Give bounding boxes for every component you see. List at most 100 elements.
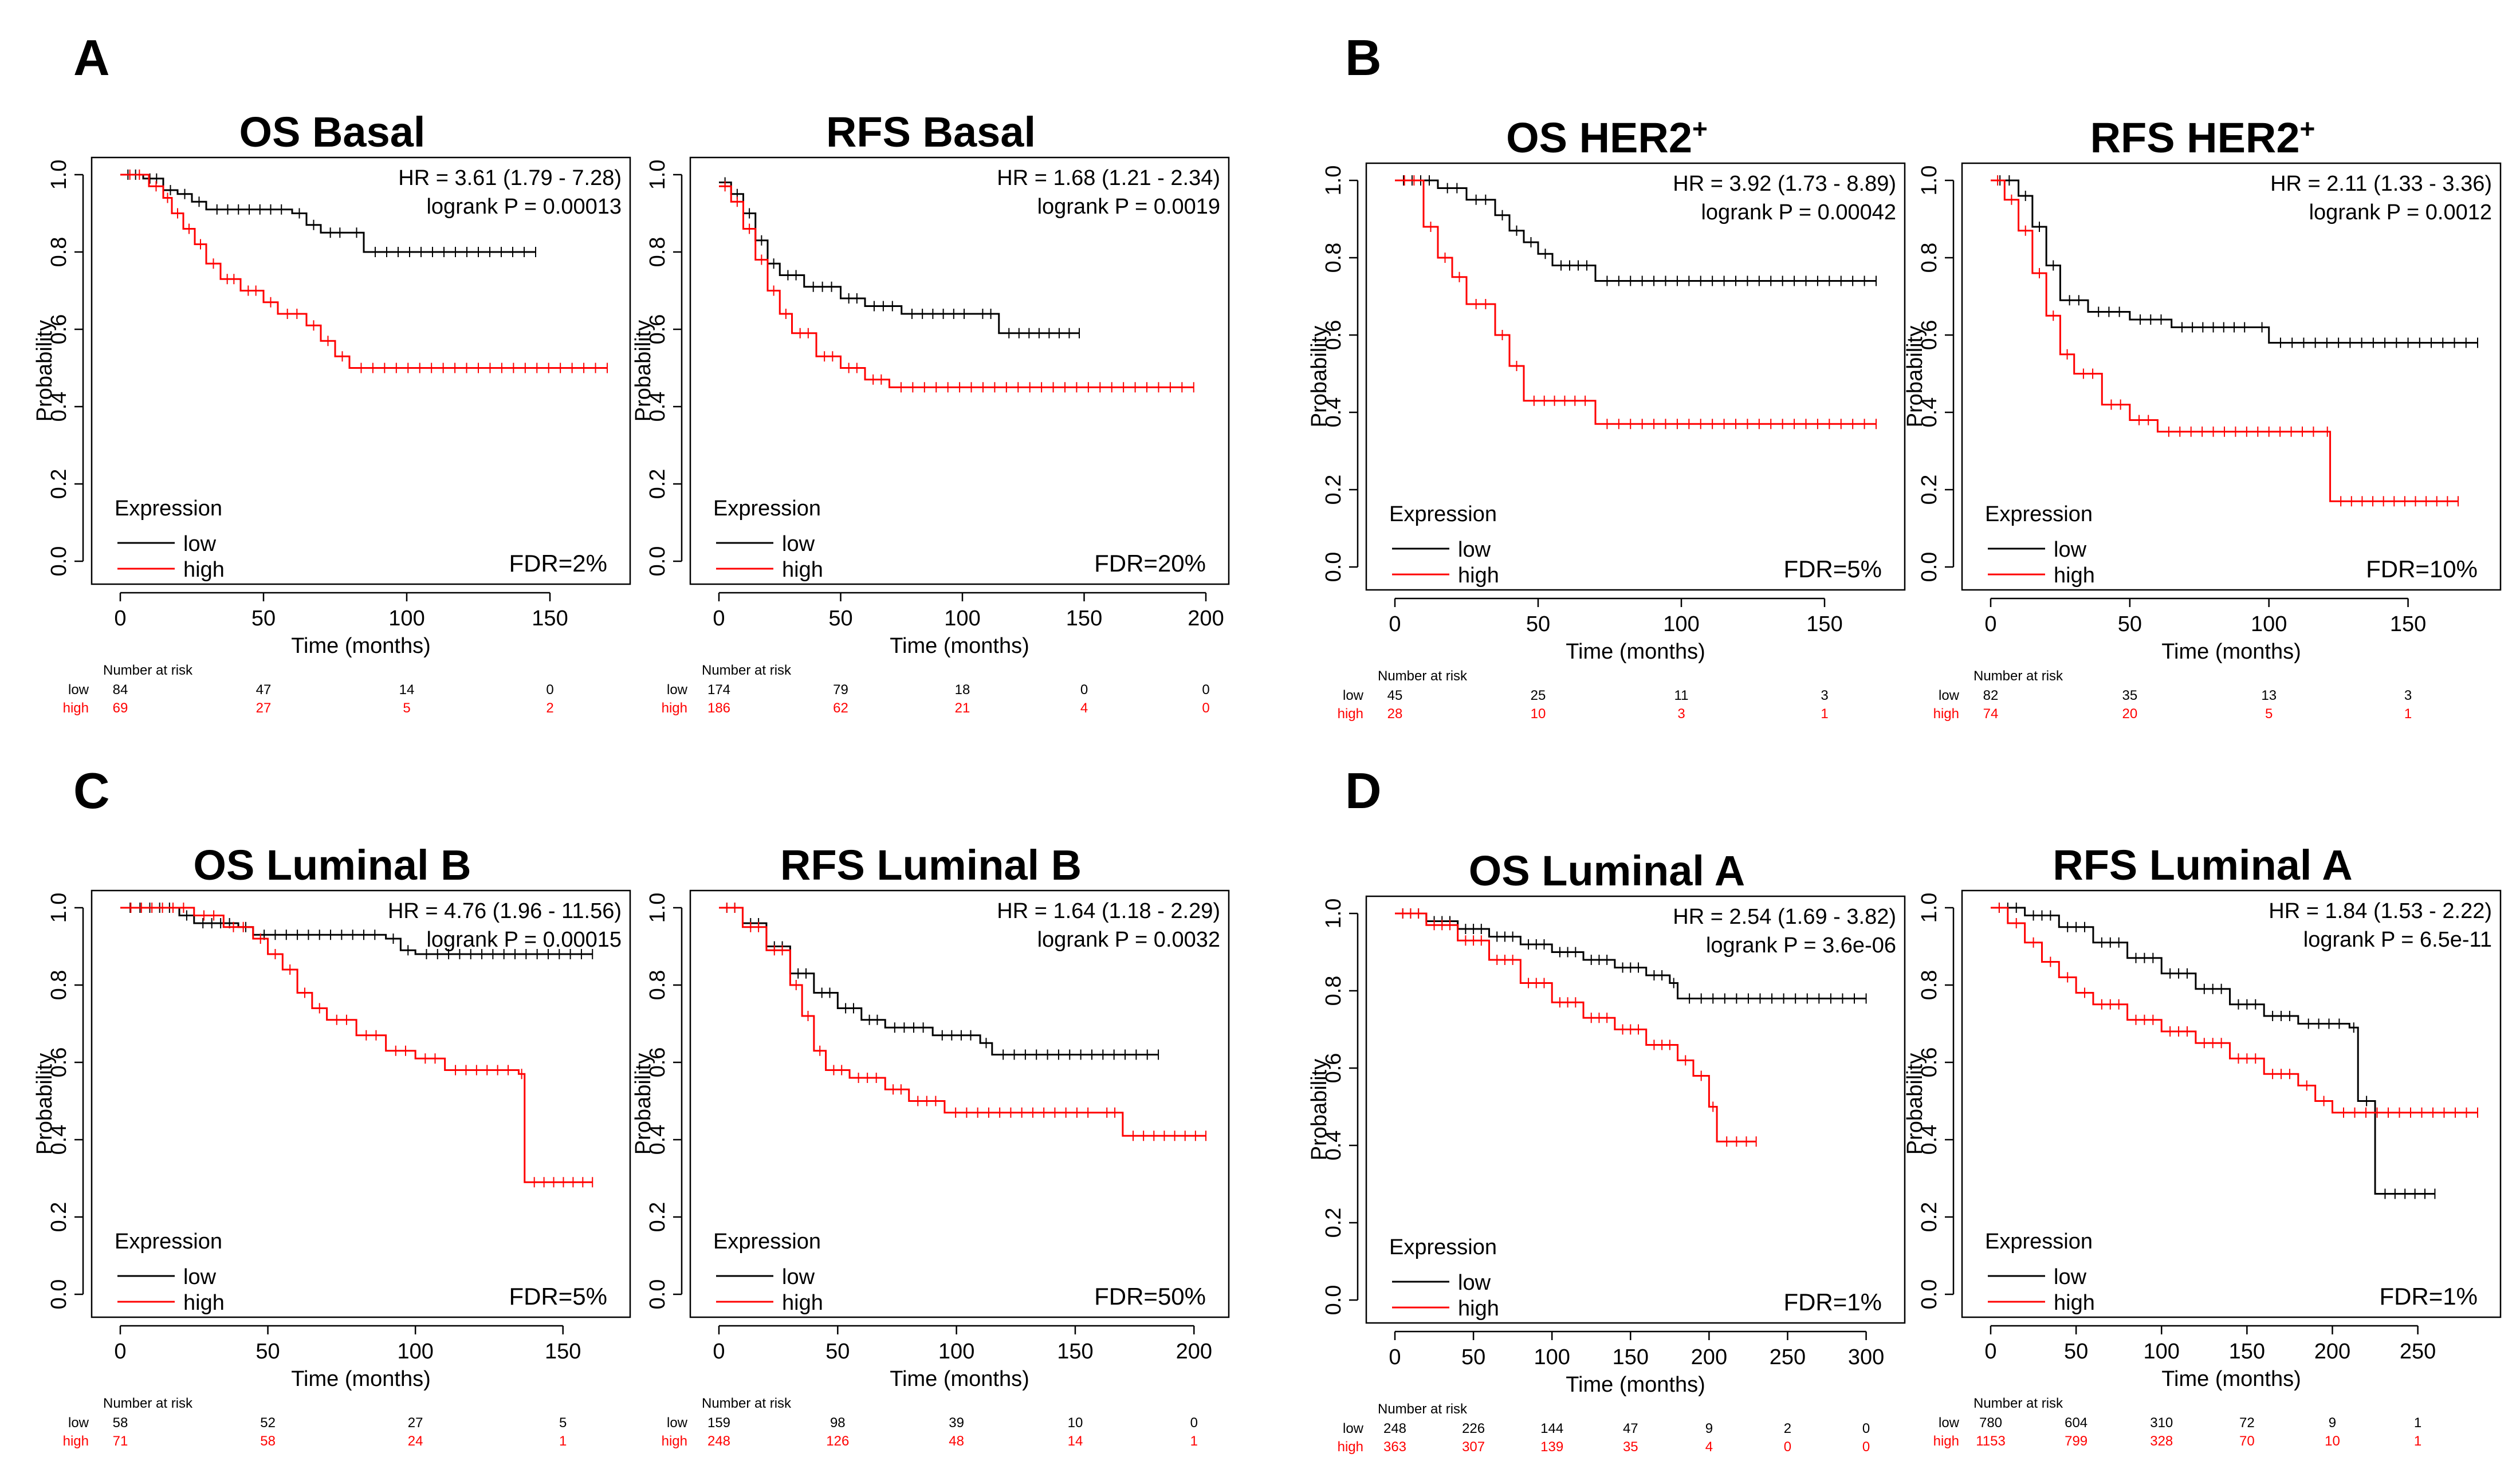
- risk-count-low: 47: [256, 682, 272, 698]
- logrank-p: logrank P = 0.0032: [1037, 928, 1220, 952]
- risk-count-low: 604: [2065, 1415, 2087, 1431]
- risk-count-low: 79: [833, 682, 848, 698]
- risk-table-title: Number at risk: [103, 663, 193, 678]
- risk-count-high: 4: [1705, 1439, 1713, 1455]
- y-tick-label: 0.2: [1322, 475, 1346, 505]
- risk-count-high: 307: [1462, 1439, 1485, 1455]
- km-curve-low: [719, 182, 1079, 334]
- y-tick-label: 0.2: [646, 469, 670, 499]
- risk-count-low: 2: [1784, 1421, 1791, 1436]
- y-tick-label: 1.0: [646, 160, 670, 190]
- y-tick-label: 0.0: [47, 1279, 71, 1310]
- hazard-ratio: HR = 2.54 (1.69 - 3.82): [1673, 905, 1896, 929]
- y-tick-label: 0.6: [1322, 1053, 1346, 1084]
- risk-count-high: 4: [1080, 700, 1088, 716]
- legend-high-label: high: [2054, 1291, 2095, 1315]
- censor-marks-low: [724, 177, 1080, 338]
- y-tick-label: 1.0: [646, 893, 670, 923]
- x-tick-label: 50: [828, 606, 852, 631]
- y-axis-label: Probability: [33, 320, 57, 422]
- risk-row-label-low: low: [1343, 688, 1364, 703]
- legend-high-label: high: [1458, 564, 1499, 588]
- risk-row-label-low: low: [1939, 688, 1960, 703]
- legend-low-label: low: [183, 1265, 217, 1289]
- plot-frame: [1365, 895, 1906, 1324]
- risk-count-high: 5: [2265, 706, 2273, 722]
- fdr-label: FDR=10%: [2366, 556, 2478, 582]
- risk-count-low: 3: [1821, 688, 1828, 703]
- y-axis-label: Probability: [631, 1053, 655, 1155]
- x-tick-label: 150: [2390, 612, 2426, 636]
- risk-count-low: 72: [2239, 1415, 2255, 1431]
- risk-count-high: 10: [2325, 1433, 2340, 1449]
- risk-table-title: Number at risk: [702, 663, 792, 678]
- risk-count-low: 0: [1202, 682, 1209, 698]
- risk-count-low: 248: [1383, 1421, 1406, 1436]
- hazard-ratio: HR = 1.68 (1.21 - 2.34): [997, 166, 1220, 190]
- x-tick-label: 0: [114, 1340, 126, 1364]
- hazard-ratio: HR = 4.76 (1.96 - 11.56): [388, 899, 622, 923]
- risk-count-high: 62: [833, 700, 848, 716]
- risk-row-label-low: low: [1343, 1421, 1364, 1436]
- y-tick-label: 0.2: [47, 1202, 71, 1232]
- y-tick-label: 0.2: [1917, 1202, 1941, 1232]
- y-tick-label: 0.8: [1917, 970, 1941, 1001]
- risk-count-low: 39: [949, 1415, 964, 1431]
- x-tick-label: 50: [1461, 1345, 1485, 1369]
- risk-row-label-high: high: [1338, 1439, 1363, 1455]
- risk-count-low: 47: [1623, 1421, 1638, 1436]
- censor-marks-low: [1999, 175, 2478, 348]
- x-tick-label: 250: [2400, 1340, 2436, 1364]
- risk-count-low: 159: [707, 1415, 730, 1431]
- legend-title: Expression: [115, 497, 222, 521]
- risk-count-low: 144: [1540, 1421, 1563, 1436]
- risk-count-low: 0: [1862, 1421, 1870, 1436]
- risk-count-high: 139: [1540, 1439, 1563, 1455]
- plot-frame: [689, 889, 1230, 1318]
- plot-os-basal: OS Basal 0.0 0.2 0.4 0.6 0.8 1.0 Probability 0 5…: [23, 103, 642, 716]
- risk-count-low: 0: [546, 682, 553, 698]
- risk-count-low: 11: [1674, 688, 1689, 703]
- risk-count-high: 21: [955, 700, 970, 716]
- risk-table-title: Number at risk: [1378, 1401, 1468, 1417]
- x-tick-label: 150: [1057, 1340, 1093, 1364]
- x-axis-label: Time (months): [291, 1367, 431, 1391]
- y-tick-label: 0.4: [646, 1125, 670, 1155]
- risk-count-low: 0: [1080, 682, 1088, 698]
- x-tick-label: 100: [944, 606, 980, 631]
- risk-count-high: 69: [113, 700, 128, 716]
- x-axis-label: Time (months): [890, 1367, 1029, 1391]
- risk-count-low: 45: [1387, 688, 1403, 703]
- x-tick-label: 150: [1613, 1345, 1649, 1369]
- x-tick-label: 200: [1176, 1340, 1212, 1364]
- risk-count-low: 10: [1068, 1415, 1083, 1431]
- x-tick-label: 250: [1770, 1345, 1806, 1369]
- x-tick-label: 150: [2229, 1340, 2265, 1364]
- y-tick-label: 0.0: [1917, 552, 1941, 582]
- censor-marks-low: [1998, 903, 2436, 1199]
- risk-count-high: 1: [559, 1433, 567, 1449]
- y-axis-label: Probability: [1903, 1053, 1927, 1155]
- risk-count-high: 24: [408, 1433, 423, 1449]
- plot-title: RFS Luminal A: [2053, 841, 2353, 889]
- legend-title: Expression: [713, 497, 821, 521]
- x-axis-label: Time (months): [2161, 1367, 2301, 1391]
- x-tick-label: 50: [2118, 612, 2142, 636]
- y-tick-label: 0.2: [1322, 1208, 1346, 1238]
- x-tick-label: 50: [251, 606, 276, 631]
- y-tick-label: 0.6: [1917, 320, 1941, 350]
- risk-count-low: 174: [707, 682, 730, 698]
- x-tick-label: 150: [532, 606, 568, 631]
- panel-label-a: A: [73, 29, 110, 86]
- legend-high-label: high: [183, 1291, 225, 1315]
- legend-low-label: low: [1458, 1271, 1491, 1295]
- risk-count-high: 126: [826, 1433, 849, 1449]
- y-tick-label: 0.8: [47, 237, 71, 267]
- legend-low-label: low: [183, 532, 217, 556]
- x-tick-label: 100: [1534, 1345, 1570, 1369]
- y-tick-label: 0.0: [646, 546, 670, 577]
- legend-high-label: high: [183, 558, 225, 582]
